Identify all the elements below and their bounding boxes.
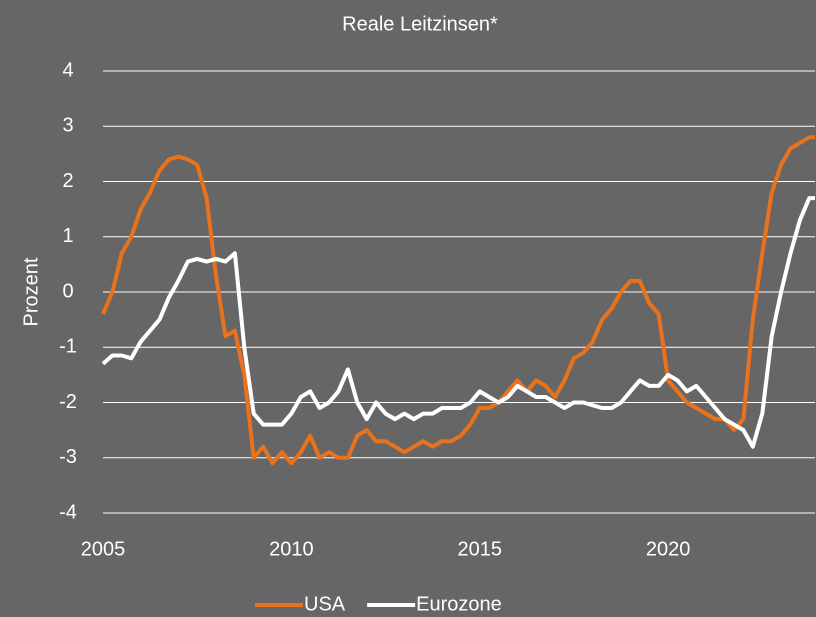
y-tick-label: 4 [62,59,73,81]
chart-title: Reale Leitzinsen* [342,13,498,35]
x-tick-label: 2020 [646,538,691,560]
y-tick-label: 3 [62,115,73,137]
y-tick-label: 0 [62,280,73,302]
legend-label: Eurozone [416,593,502,615]
y-tick-label: -2 [59,391,77,413]
y-tick-label: 1 [62,225,73,247]
legend-label: USA [304,593,346,615]
series-line [101,196,815,449]
y-tick-label: -1 [59,336,77,358]
y-tick-label: -3 [59,446,77,468]
x-tick-label: 2015 [457,538,502,560]
x-tick-label: 2005 [81,538,126,560]
x-tick-label: 2010 [269,538,314,560]
y-tick-label: -4 [59,501,77,523]
y-tick-label: 2 [62,170,73,192]
y-axis-label: Prozent [20,257,42,326]
series-line [101,135,815,466]
